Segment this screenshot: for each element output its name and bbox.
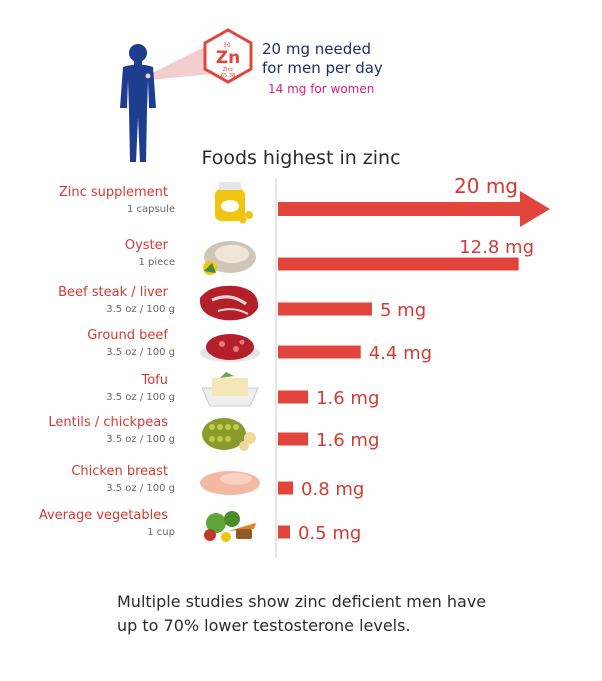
bar bbox=[278, 481, 294, 495]
bar bbox=[278, 191, 550, 227]
lentils-chickpeas-icon bbox=[202, 418, 256, 451]
bar bbox=[278, 302, 372, 316]
element-number: 30 bbox=[223, 42, 231, 49]
category-label: Tofu bbox=[140, 373, 168, 388]
ground-beef-icon bbox=[200, 334, 260, 362]
beef-steak-icon bbox=[199, 285, 259, 321]
value-label: 20 mg bbox=[454, 174, 518, 198]
supplement-bottle-icon bbox=[215, 182, 253, 224]
category-label: Lentils / chickpeas bbox=[48, 415, 168, 430]
category-label: Average vegetables bbox=[39, 508, 168, 523]
chart-title: Foods highest in zinc bbox=[201, 147, 401, 169]
bar bbox=[278, 390, 309, 404]
category-label: Chicken breast bbox=[71, 464, 168, 479]
bar bbox=[278, 525, 290, 539]
value-label: 1.6 mg bbox=[316, 388, 379, 409]
serving-label: 1 piece bbox=[139, 257, 175, 268]
bar bbox=[278, 257, 519, 271]
footer-line-2: up to 70% lower testosterone levels. bbox=[117, 616, 411, 635]
requirement-line-2: for men per day bbox=[262, 59, 383, 77]
serving-label: 3.5 oz / 100 g bbox=[106, 392, 175, 403]
daily-requirement-women: 14 mg for women bbox=[268, 82, 375, 96]
serving-label: 1 cup bbox=[147, 527, 175, 538]
value-label: 1.6 mg bbox=[316, 430, 379, 451]
oyster-icon bbox=[203, 241, 256, 275]
element-mass: 65.38 bbox=[221, 73, 235, 79]
highlight-beam bbox=[150, 44, 212, 80]
daily-requirement-men: 20 mg needed for men per day bbox=[262, 40, 383, 78]
category-label: Oyster bbox=[125, 238, 169, 253]
tofu-icon bbox=[201, 372, 259, 407]
serving-label: 1 capsule bbox=[127, 204, 175, 215]
category-label: Beef steak / liver bbox=[58, 285, 169, 300]
serving-label: 3.5 oz / 100 g bbox=[106, 483, 175, 494]
element-symbol: Zn bbox=[216, 48, 240, 68]
serving-label: 3.5 oz / 100 g bbox=[106, 347, 175, 358]
value-label: 0.5 mg bbox=[298, 523, 361, 544]
footer-line-1: Multiple studies show zinc deficient men… bbox=[117, 592, 487, 611]
chicken-breast-icon bbox=[200, 471, 260, 495]
bar bbox=[278, 345, 361, 359]
serving-label: 3.5 oz / 100 g bbox=[106, 434, 175, 445]
category-label: Ground beef bbox=[87, 328, 168, 343]
value-label: 12.8 mg bbox=[459, 237, 534, 258]
value-label: 5 mg bbox=[380, 300, 426, 321]
chart-rows: Zinc supplement 1 capsule 20 mg Oyster 1 pie… bbox=[39, 174, 550, 544]
value-label: 4.4 mg bbox=[369, 343, 432, 364]
serving-label: 3.5 oz / 100 g bbox=[106, 304, 175, 315]
vegetables-icon bbox=[204, 511, 256, 542]
human-body-icon bbox=[120, 44, 156, 162]
bar bbox=[278, 432, 309, 446]
category-label: Zinc supplement bbox=[59, 185, 168, 200]
zinc-element-icon: 30 Zn Zinc 65.38 bbox=[203, 28, 253, 84]
chest-marker bbox=[145, 73, 151, 79]
value-label: 0.8 mg bbox=[301, 479, 364, 500]
footer-note: Multiple studies show zinc deficient men… bbox=[117, 590, 486, 638]
requirement-line-1: 20 mg needed bbox=[262, 40, 371, 58]
element-name: Zinc bbox=[223, 67, 234, 73]
